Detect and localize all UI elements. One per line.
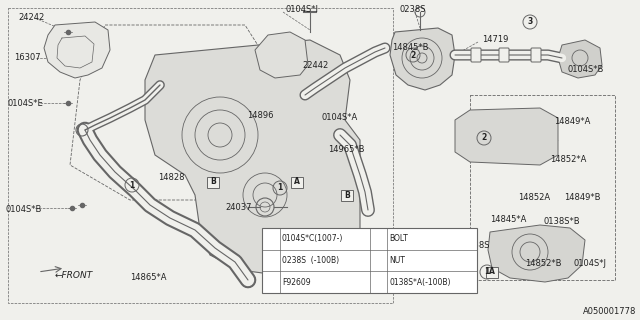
Text: 1: 1 [277, 183, 283, 193]
Polygon shape [488, 225, 585, 282]
Text: 14719: 14719 [482, 36, 508, 44]
Text: A050001778: A050001778 [582, 307, 636, 316]
Text: 3: 3 [268, 256, 274, 265]
Text: 14852*B: 14852*B [525, 260, 561, 268]
Text: 0104S*E: 0104S*E [8, 99, 44, 108]
Text: 2: 2 [376, 278, 381, 287]
Text: 0104S*J: 0104S*J [574, 260, 607, 268]
Text: A: A [294, 178, 300, 187]
Text: ←FRONT: ←FRONT [55, 270, 93, 279]
Text: 14845*B: 14845*B [392, 43, 429, 52]
FancyBboxPatch shape [499, 48, 509, 62]
Text: 0104S*C(1007-): 0104S*C(1007-) [282, 234, 344, 243]
Text: 0238S  (-100B): 0238S (-100B) [282, 256, 339, 265]
Bar [486, 267, 498, 277]
Text: 0138S*A(-100B): 0138S*A(-100B) [389, 278, 451, 287]
FancyBboxPatch shape [531, 48, 541, 62]
Bar [8, 8, 393, 303]
Polygon shape [44, 22, 110, 78]
Text: 1: 1 [484, 268, 490, 276]
Text: 1: 1 [129, 180, 134, 189]
Text: 0104S*A: 0104S*A [322, 114, 358, 123]
Text: 14849*A: 14849*A [554, 117, 590, 126]
Text: B: B [344, 190, 350, 199]
Text: 16307: 16307 [14, 53, 40, 62]
Text: 0238S: 0238S [464, 241, 490, 250]
Text: 1: 1 [268, 278, 274, 287]
Bar [470, 95, 615, 280]
Text: 14849*B: 14849*B [564, 193, 600, 202]
Polygon shape [145, 40, 360, 278]
Text: 14865*A: 14865*A [130, 274, 166, 283]
Text: 3: 3 [527, 18, 532, 27]
Bar [207, 177, 219, 188]
Text: 14965*B: 14965*B [328, 146, 365, 155]
Bar [291, 177, 303, 188]
Bar [262, 228, 477, 293]
Text: 0104S*B: 0104S*B [5, 205, 42, 214]
Text: 2: 2 [481, 133, 486, 142]
Text: 24037: 24037 [225, 204, 252, 212]
Text: 14852*A: 14852*A [550, 156, 586, 164]
Polygon shape [255, 32, 308, 78]
Text: 22442: 22442 [302, 60, 328, 69]
Text: 0104S*I: 0104S*I [285, 5, 318, 14]
Text: 2: 2 [410, 51, 415, 60]
Text: A: A [489, 268, 495, 276]
Polygon shape [390, 28, 455, 90]
Polygon shape [558, 40, 602, 78]
Bar [341, 189, 353, 201]
Text: 0238S: 0238S [399, 5, 426, 14]
Text: 14896: 14896 [247, 110, 273, 119]
Text: F92609: F92609 [282, 278, 310, 287]
Text: BOLT: BOLT [389, 234, 408, 243]
Text: NUT: NUT [389, 256, 405, 265]
Text: 24242: 24242 [18, 13, 44, 22]
Text: B: B [210, 178, 216, 187]
Text: 14852A: 14852A [518, 193, 550, 202]
Text: 14828: 14828 [158, 172, 184, 181]
Text: 14845*A: 14845*A [490, 215, 526, 225]
Text: 0104S*B: 0104S*B [567, 66, 604, 75]
Text: 0138S*B: 0138S*B [544, 218, 580, 227]
Polygon shape [455, 108, 558, 165]
FancyBboxPatch shape [471, 48, 481, 62]
